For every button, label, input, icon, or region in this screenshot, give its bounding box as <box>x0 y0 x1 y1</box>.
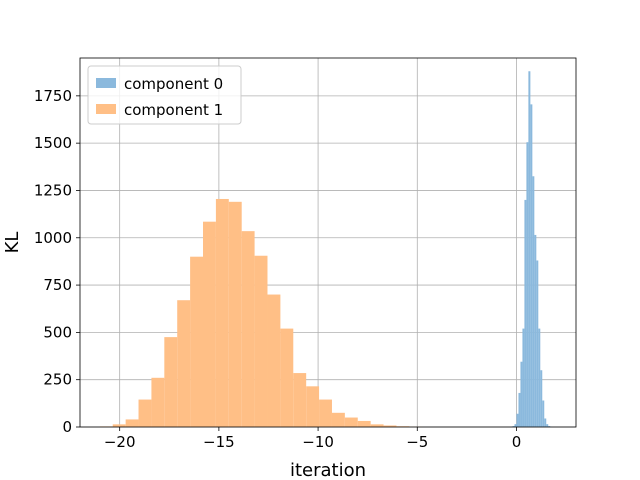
histogram-bar <box>125 419 139 427</box>
histogram-bar <box>177 300 191 427</box>
histogram-bar <box>512 426 515 427</box>
y-axis-label: KL <box>2 232 23 254</box>
legend-swatch <box>96 78 116 88</box>
legend-label: component 1 <box>124 101 223 119</box>
x-tick-label: −5 <box>406 433 428 451</box>
histogram-bar <box>190 256 204 427</box>
histogram-bar <box>280 328 294 427</box>
histogram-bar <box>522 328 525 427</box>
histogram-bar <box>548 426 551 427</box>
histogram-bar <box>534 234 537 427</box>
legend-box <box>87 65 242 125</box>
histogram-bar <box>546 424 549 427</box>
histogram-bar <box>293 373 307 427</box>
histogram-bar <box>518 392 521 427</box>
histogram-bar <box>138 399 152 427</box>
histogram-bar <box>516 413 519 427</box>
series-component-1 <box>99 198 423 427</box>
bars <box>99 71 553 427</box>
legend: component 0 component 1 <box>87 65 242 125</box>
histogram-bar <box>526 142 529 427</box>
x-tick-label: 0 <box>512 433 522 451</box>
histogram-bar <box>532 176 535 427</box>
histogram-bar <box>254 255 268 427</box>
histogram-bar <box>151 377 165 427</box>
plot-frame <box>79 57 577 428</box>
histogram-bar <box>203 221 216 427</box>
x-tick-label: −10 <box>302 433 334 451</box>
histogram-bar <box>331 412 345 427</box>
y-tick-label: 500 <box>43 323 72 341</box>
y-tick-label: 1500 <box>34 134 72 152</box>
histogram-bar <box>344 417 358 427</box>
histogram-bar <box>524 199 527 427</box>
histogram-bar <box>370 424 384 427</box>
x-axis-ticks: −20 −15 −10 −5 0 <box>104 427 521 451</box>
histogram-bar <box>544 418 547 427</box>
x-axis-label: iteration <box>290 460 366 480</box>
histogram-bar <box>357 420 371 427</box>
legend-swatch <box>96 104 116 114</box>
histogram-bar <box>383 425 397 427</box>
y-tick-label: 250 <box>43 371 72 389</box>
histogram-bar <box>215 198 229 427</box>
y-tick-label: 1000 <box>34 229 72 247</box>
histogram-bar <box>530 104 533 427</box>
histogram-bar <box>267 294 281 427</box>
series-component-0 <box>510 71 553 427</box>
histogram-bar <box>112 424 126 427</box>
histogram-bar <box>538 328 541 427</box>
histogram-bar <box>319 399 332 427</box>
x-tick-label: −15 <box>203 433 235 451</box>
histogram-bar <box>542 400 545 427</box>
y-tick-label: 1750 <box>34 87 72 105</box>
histogram-bar <box>540 370 543 427</box>
histogram-bar <box>514 424 517 427</box>
histogram-bar <box>241 231 255 427</box>
histogram-bar <box>536 260 539 427</box>
histogram-bar <box>306 386 320 427</box>
histogram-bar <box>164 337 178 427</box>
y-axis-ticks: 0 250 500 750 1000 1250 1500 1750 <box>34 87 80 436</box>
histogram-bar <box>528 71 531 427</box>
y-tick-label: 0 <box>62 418 72 436</box>
histogram-bar <box>228 201 242 427</box>
x-tick-label: −20 <box>104 433 136 451</box>
y-tick-label: 750 <box>43 276 72 294</box>
histogram-bar <box>520 361 523 427</box>
legend-label: component 0 <box>124 75 223 93</box>
y-tick-label: 1250 <box>34 181 72 199</box>
